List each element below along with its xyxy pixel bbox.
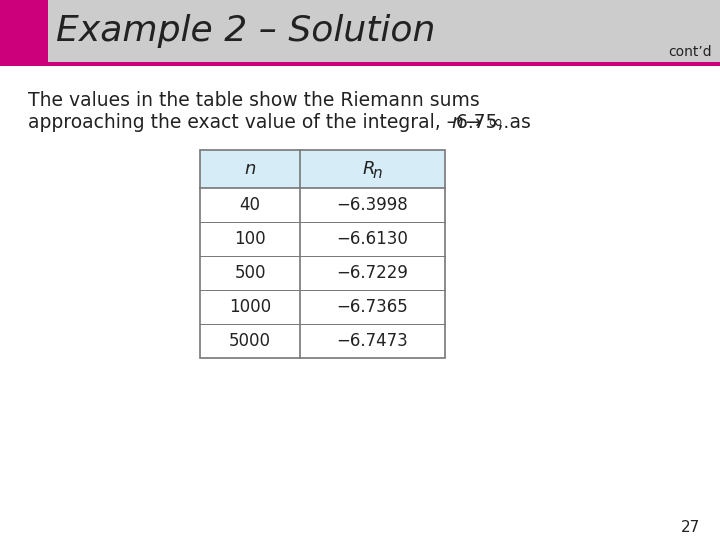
Text: 40: 40 (240, 196, 261, 214)
Text: −6.6130: −6.6130 (336, 230, 408, 248)
Text: 27: 27 (680, 521, 700, 536)
FancyBboxPatch shape (0, 0, 720, 62)
Text: n: n (451, 112, 463, 132)
Text: −6.7365: −6.7365 (337, 298, 408, 316)
Text: R: R (362, 160, 374, 178)
FancyBboxPatch shape (200, 150, 445, 188)
FancyBboxPatch shape (0, 0, 48, 62)
Text: 500: 500 (234, 264, 266, 282)
Text: The values in the table show the Riemann sums: The values in the table show the Riemann… (28, 91, 480, 110)
FancyBboxPatch shape (0, 62, 720, 66)
Text: n: n (373, 165, 382, 180)
Text: n: n (244, 160, 256, 178)
Text: −6.3998: −6.3998 (337, 196, 408, 214)
Text: 100: 100 (234, 230, 266, 248)
Text: −6.7229: −6.7229 (336, 264, 408, 282)
Text: 1000: 1000 (229, 298, 271, 316)
Text: −6.7473: −6.7473 (337, 332, 408, 350)
Text: 5000: 5000 (229, 332, 271, 350)
Text: cont’d: cont’d (668, 45, 712, 59)
Text: Example 2 – Solution: Example 2 – Solution (56, 14, 436, 48)
Text: → ∞.: → ∞. (459, 112, 509, 132)
Text: approaching the exact value of the integral, –6.75, as: approaching the exact value of the integ… (28, 112, 537, 132)
